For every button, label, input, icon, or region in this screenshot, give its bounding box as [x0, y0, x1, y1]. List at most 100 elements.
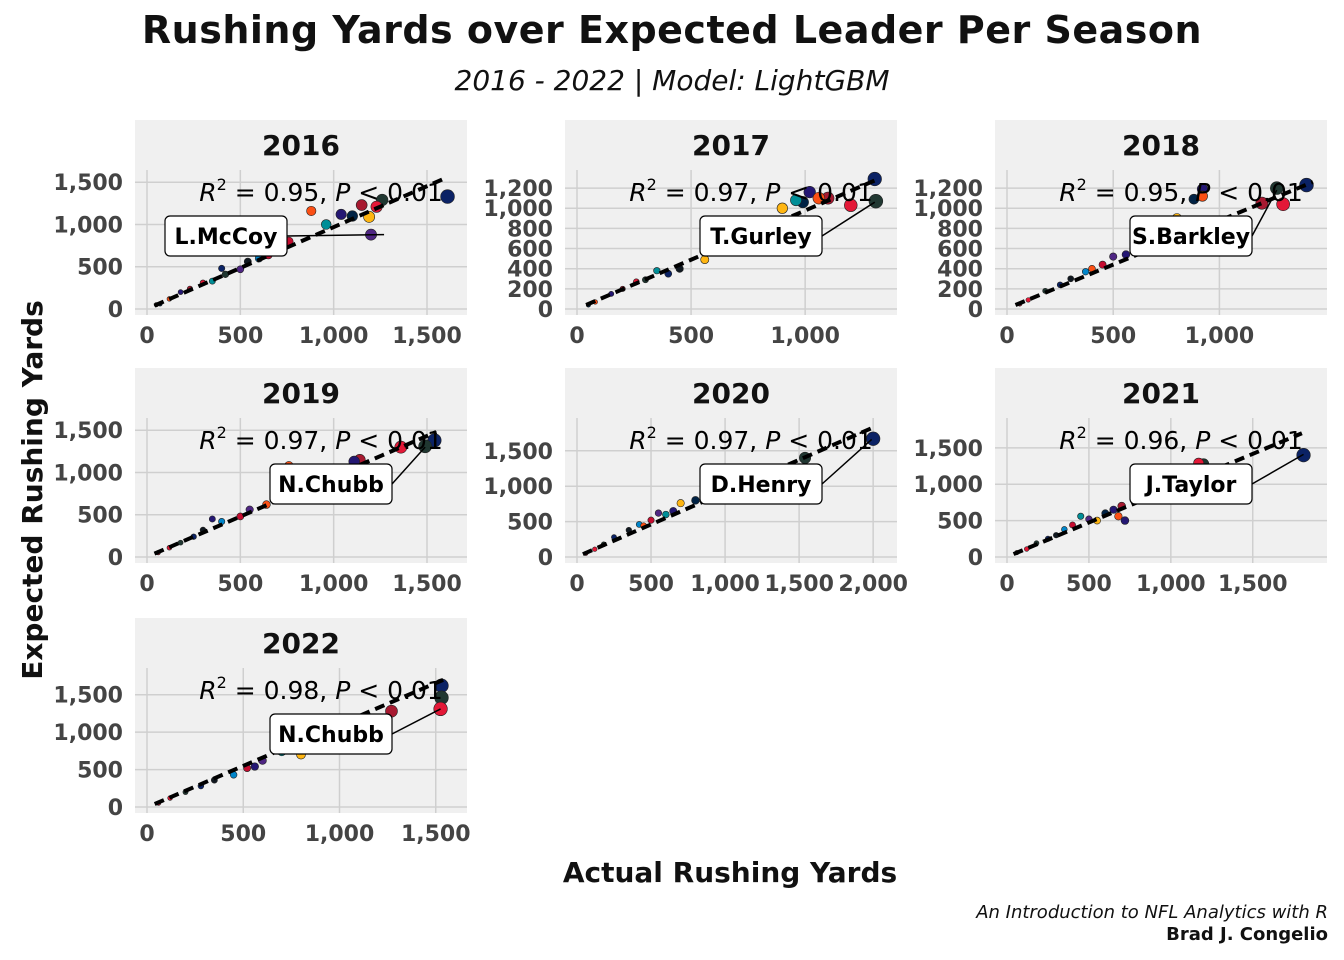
regression-line: [1012, 431, 1303, 556]
x-tick-label: 0: [999, 572, 1014, 597]
r2-annotation: R2 = 0.96, P < 0.01: [1059, 423, 1303, 455]
data-point: [1081, 268, 1090, 276]
data-point: [306, 205, 317, 216]
y-tick-label: 0: [968, 546, 983, 571]
data-point: [177, 539, 184, 546]
data-point: [208, 515, 216, 523]
data-point: [803, 186, 816, 199]
data-point: [662, 510, 670, 519]
x-tick-label: 500: [628, 572, 674, 597]
leader-label: D.Henry: [711, 473, 812, 498]
r2-annotation: R2 = 0.98, P < 0.01: [199, 673, 443, 705]
x-tick-label: 1,000: [1185, 324, 1255, 349]
y-tick-label: 400: [937, 258, 983, 283]
leader-connector: [1251, 189, 1278, 237]
facet-strip: [135, 368, 467, 418]
data-point: [1120, 516, 1130, 525]
y-tick-label: 1,000: [913, 473, 983, 498]
y-tick-label: 500: [507, 511, 553, 536]
leader-connector: [391, 708, 441, 735]
y-tick-label: 800: [507, 217, 553, 242]
x-tick-label: 1,000: [1136, 572, 1206, 597]
x-tick-label: 1,500: [401, 822, 471, 847]
y-tick-label: 1,000: [53, 213, 123, 238]
data-point: [676, 499, 685, 508]
x-tick-label: 1,000: [299, 324, 369, 349]
regression-line: [153, 175, 449, 308]
data-point: [1188, 193, 1200, 205]
data-point: [844, 198, 858, 212]
y-tick-label: 1,000: [53, 721, 123, 746]
facet-title: 2019: [262, 377, 340, 410]
facet-panel-2021: 2021 0 500 1,000 1,500 0 500 1,000 1,500 R2 = 0.9…: [913, 368, 1327, 597]
x-tick-label: 1,500: [1218, 572, 1288, 597]
facet-strip: [995, 120, 1327, 170]
data-point: [653, 267, 661, 275]
leader-label-box: [699, 215, 823, 257]
x-tick-label: 1,500: [764, 572, 834, 597]
caption-book: An Introduction to NFL Analytics with R: [976, 902, 1328, 923]
x-tick-label: 0: [569, 324, 584, 349]
data-point: [647, 516, 655, 524]
data-point: [654, 509, 663, 517]
x-axis-label: Actual Rushing Yards: [563, 856, 897, 889]
leader-connector: [286, 233, 385, 237]
x-tick-label: 1,000: [770, 324, 840, 349]
x-tick-label: 1,500: [392, 572, 462, 597]
regression-line: [582, 426, 873, 557]
y-tick-label: 200: [937, 278, 983, 303]
y-tick-label: 200: [507, 278, 553, 303]
data-point: [1025, 297, 1031, 303]
leader-label-box: [1129, 215, 1253, 257]
y-tick-label: 1,000: [53, 461, 123, 486]
r2-annotation: R2 = 0.97, P < 0.01: [629, 175, 873, 207]
x-tick-label: 500: [220, 822, 266, 847]
r2-annotation: R2 = 0.97, P < 0.01: [199, 423, 443, 455]
facet-strip: [135, 618, 467, 668]
y-tick-label: 1,500: [53, 684, 123, 709]
y-tick-label: 1,500: [53, 419, 123, 444]
data-point: [790, 194, 802, 207]
y-tick-label: 0: [108, 546, 123, 571]
x-tick-label: 1,000: [299, 572, 369, 597]
y-tick-label: 1,000: [913, 197, 983, 222]
y-tick-label: 500: [77, 759, 123, 784]
leader-label-box: [164, 215, 288, 257]
leader-connector: [821, 438, 873, 485]
data-point: [335, 208, 347, 220]
x-tick-label: 500: [668, 324, 714, 349]
y-tick-label: 800: [937, 217, 983, 242]
data-point: [1114, 512, 1123, 521]
x-tick-label: 500: [1090, 324, 1136, 349]
facet-strip: [565, 368, 897, 418]
x-tick-label: 0: [999, 324, 1014, 349]
x-tick-label: 0: [569, 572, 584, 597]
facet-title: 2021: [1122, 377, 1200, 410]
leader-label: S.Barkley: [1132, 225, 1250, 250]
facet-panel-2016: 2016 0 500 1,000 1,500 0 500 1,000 1,500 R2 = 0.9…: [53, 120, 467, 349]
data-point: [1109, 252, 1118, 261]
y-tick-label: 600: [937, 238, 983, 263]
x-tick-label: 2,000: [838, 572, 908, 597]
leader-connector: [1251, 453, 1304, 485]
x-tick-label: 1,500: [392, 324, 462, 349]
leader-label-box: [699, 463, 823, 505]
data-point: [236, 265, 245, 274]
y-tick-label: 400: [507, 258, 553, 283]
y-tick-label: 0: [538, 546, 553, 571]
leader-label-box: [269, 713, 393, 755]
x-tick-label: 1,000: [305, 822, 375, 847]
facet-title: 2020: [692, 377, 770, 410]
leader-label: L.McCoy: [175, 225, 278, 250]
y-tick-label: 1,000: [483, 197, 553, 222]
y-tick-label: 0: [108, 796, 123, 821]
leader-label-box: [1129, 463, 1253, 505]
leader-connector: [821, 201, 876, 237]
chart-subtitle: 2016 - 2022 | Model: LightGBM: [454, 64, 890, 97]
data-point: [1067, 275, 1075, 283]
data-point: [1270, 181, 1284, 195]
x-tick-label: 500: [1066, 572, 1112, 597]
